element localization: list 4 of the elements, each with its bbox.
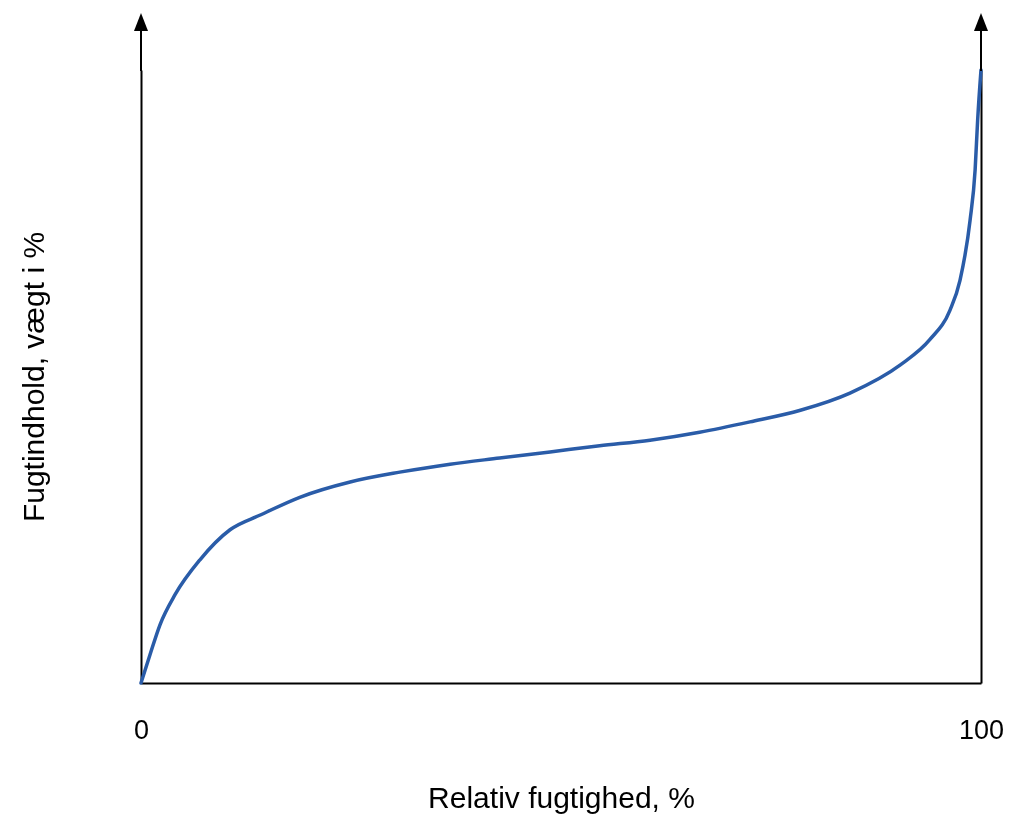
y-axis-title: Fugtindhold, vægt i % bbox=[16, 231, 50, 523]
x-tick-label: 100 bbox=[958, 714, 1005, 745]
x-axis-title: Relativ fugtighed, % bbox=[428, 780, 695, 814]
x-tick-label: 0 bbox=[133, 714, 150, 745]
